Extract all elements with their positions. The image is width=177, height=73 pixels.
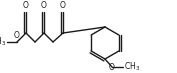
Text: O: O bbox=[60, 1, 66, 10]
Text: O: O bbox=[41, 1, 47, 10]
Text: O: O bbox=[109, 62, 115, 71]
Text: O: O bbox=[14, 31, 20, 40]
Text: CH$_3$: CH$_3$ bbox=[124, 61, 140, 73]
Text: O: O bbox=[23, 1, 29, 10]
Text: CH$_3$: CH$_3$ bbox=[0, 36, 6, 48]
